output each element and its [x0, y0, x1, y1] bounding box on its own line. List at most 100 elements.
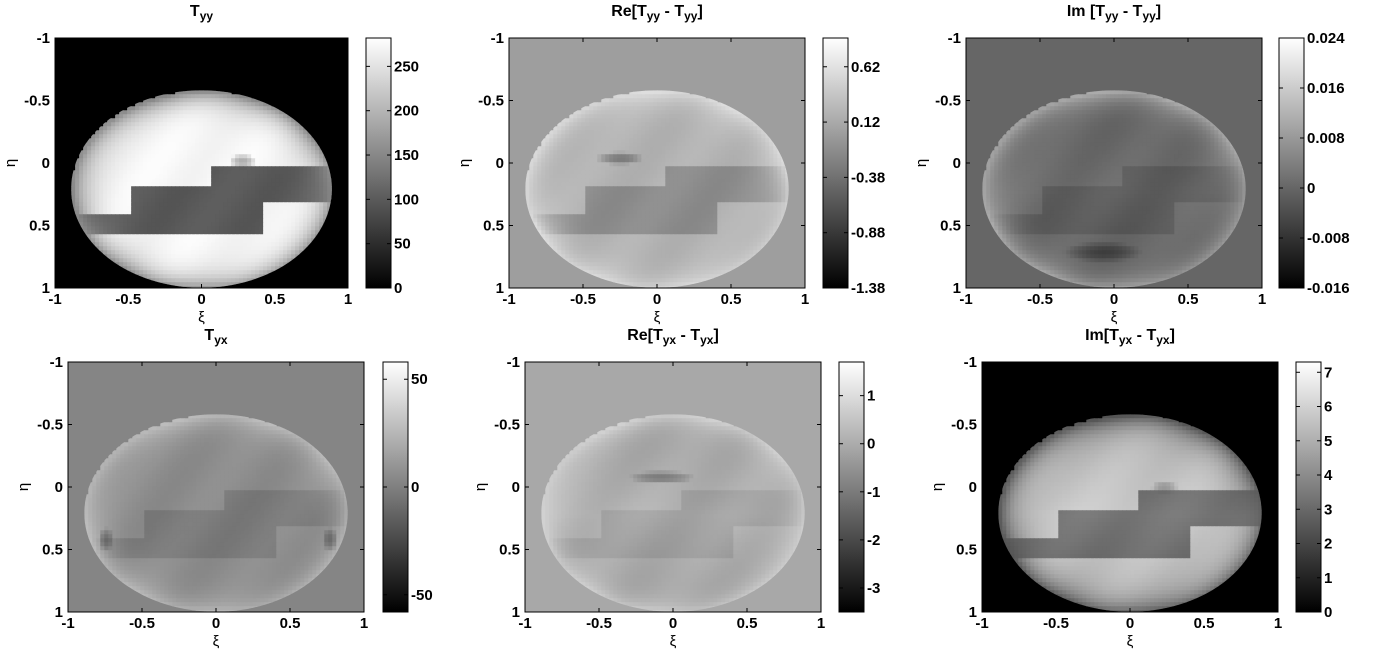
x-tick-label: -0.5 [570, 291, 596, 308]
panel-title: Re[Tyx - Tyx] [627, 327, 719, 347]
y-axis-label: η [15, 483, 32, 491]
y-tick-label: 0.5 [940, 218, 961, 235]
colorbar-tick-label: 0.016 [1307, 80, 1345, 97]
x-tick-label: 0 [212, 615, 220, 632]
y-tick-label: 0 [969, 479, 977, 496]
y-tick-label: 0.5 [483, 218, 504, 235]
colorbar-tick-label: -0.88 [851, 225, 885, 242]
colorbar-tick-label: 0 [411, 479, 419, 496]
y-tick-label: 0 [496, 155, 504, 172]
x-tick-label: -1 [502, 291, 515, 308]
colorbar-tick-label: -0.008 [1307, 230, 1350, 247]
x-axis-label: ξ [198, 309, 205, 326]
colorbar-tick-label: 4 [1324, 467, 1333, 484]
x-axis-label: ξ [1111, 309, 1118, 326]
colorbar-tick-label: 6 [1324, 399, 1332, 416]
x-tick-label: -0.5 [129, 615, 155, 632]
x-axis-label: ξ [1127, 633, 1134, 650]
colorbar-2 [822, 37, 849, 289]
colorbar-tick-label: 100 [394, 191, 419, 208]
y-axis-label: η [472, 483, 489, 491]
colorbar-tick-label: 1 [1324, 570, 1332, 587]
x-tick-label: 0 [1126, 615, 1134, 632]
y-tick-label: -1 [37, 30, 50, 47]
y-tick-label: -1 [948, 30, 961, 47]
panel-title: Tyx [204, 327, 227, 347]
y-tick-label: 0.5 [956, 542, 977, 559]
y-tick-label: -0.5 [935, 93, 961, 110]
colorbar-tick-label: 0.024 [1307, 30, 1345, 47]
x-tick-label: -0.5 [115, 291, 141, 308]
colorbar-tick-label: 0 [394, 280, 402, 297]
y-axis-label: η [456, 159, 473, 167]
colorbar-tick-label: 0 [1324, 604, 1332, 621]
colorbar-tick-label: 0 [1307, 180, 1315, 197]
colorbar-tick-label: 7 [1324, 364, 1332, 381]
y-tick-label: -1 [50, 354, 63, 371]
y-tick-label: 0 [55, 479, 63, 496]
y-tick-label: 0.5 [499, 542, 520, 559]
colorbar-tick-label: -1 [867, 484, 880, 501]
colorbar-tick-label: 5 [1324, 433, 1332, 450]
colorbar-tick-label: 50 [411, 371, 428, 388]
heatmap-field-1 [71, 90, 332, 288]
y-tick-label: 1 [42, 280, 50, 297]
heatmap-field-5 [541, 414, 805, 612]
x-tick-label: 0 [653, 291, 661, 308]
colorbar-3 [1278, 37, 1305, 289]
colorbar-tick-label: -50 [411, 587, 433, 604]
x-tick-label: -0.5 [586, 615, 612, 632]
y-tick-label: 1 [55, 604, 63, 621]
colorbar-tick-label: 0 [867, 436, 875, 453]
y-axis-label: η [913, 159, 930, 167]
colorbar-tick-label: -0.016 [1307, 280, 1350, 297]
y-tick-label: 0.5 [42, 542, 63, 559]
colorbar-tick-label: 50 [394, 236, 411, 253]
y-tick-label: 0 [42, 155, 50, 172]
y-tick-label: 0 [953, 155, 961, 172]
x-tick-label: 1 [801, 291, 809, 308]
colorbar-tick-label: -3 [867, 580, 880, 597]
x-tick-label: 0.5 [1178, 291, 1199, 308]
x-tick-label: -1 [518, 615, 531, 632]
heatmap-panel-1: -1 -0.5 0 0.5 1-1-0.500.51ξηTyy0501001502002… [2, 3, 419, 326]
x-tick-label: -1 [48, 291, 61, 308]
y-tick-label: 1 [953, 280, 961, 297]
x-tick-label: -0.5 [1027, 291, 1053, 308]
x-tick-label: 1 [344, 291, 352, 308]
panel-title: Tyy [190, 3, 213, 23]
y-tick-label: 0 [512, 479, 520, 496]
x-tick-label: -0.5 [1043, 615, 1069, 632]
y-axis-label: η [2, 159, 19, 167]
colorbar-tick-label: 250 [394, 58, 419, 75]
colorbar-tick-label: 0.62 [851, 59, 880, 76]
heatmap-field-4 [84, 414, 348, 612]
colorbar-tick-label: -2 [867, 532, 880, 549]
y-axis-label: η [929, 483, 946, 491]
colorbar-1 [365, 37, 392, 289]
y-tick-label: -1 [491, 30, 504, 47]
colorbar-tick-label: 200 [394, 103, 419, 120]
x-tick-label: 0 [1110, 291, 1118, 308]
y-tick-label: -1 [507, 354, 520, 371]
x-tick-label: -1 [975, 615, 988, 632]
x-axis-label: ξ [213, 633, 220, 650]
x-axis-label: ξ [670, 633, 677, 650]
y-tick-label: -0.5 [24, 93, 50, 110]
colorbar-tick-label: -0.38 [851, 169, 885, 186]
y-tick-label: -0.5 [37, 417, 63, 434]
x-tick-label: 0.5 [264, 291, 285, 308]
x-tick-label: 0.5 [1194, 615, 1215, 632]
colorbar-6 [1295, 361, 1322, 613]
y-tick-label: -0.5 [494, 417, 520, 434]
colorbar-tick-label: 3 [1324, 501, 1332, 518]
colorbar-5 [838, 361, 865, 613]
y-tick-label: 1 [496, 280, 504, 297]
y-tick-label: 1 [969, 604, 977, 621]
